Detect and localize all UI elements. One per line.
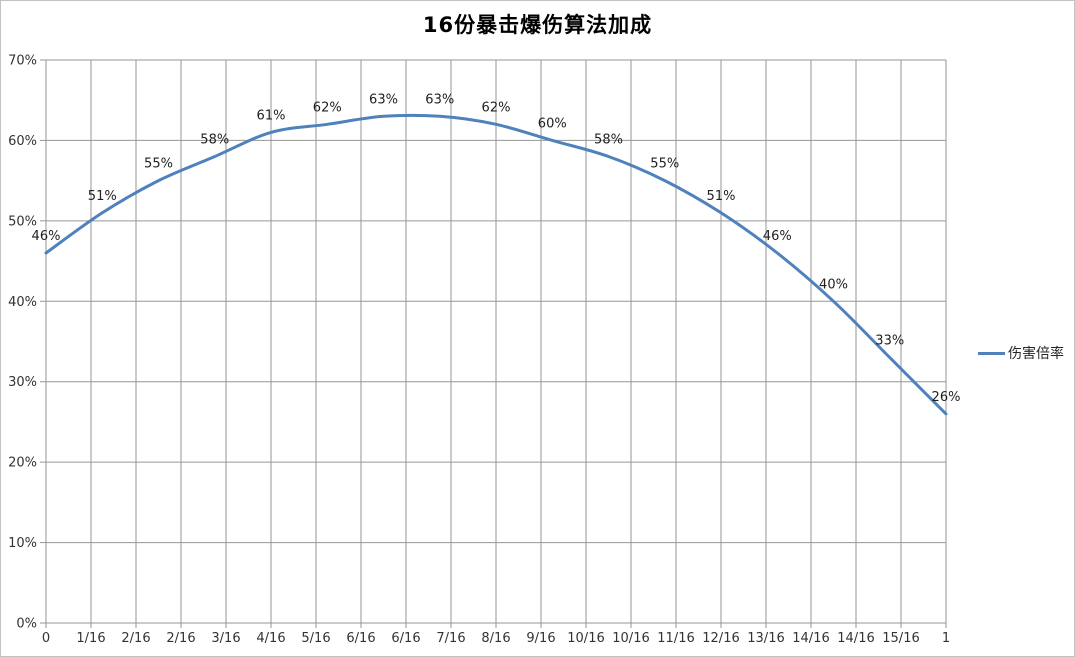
x-tick-label: 9/16 [526, 631, 555, 646]
x-tick-label: 13/16 [747, 631, 784, 646]
data-label: 55% [144, 157, 173, 172]
data-label: 51% [707, 189, 736, 204]
data-label: 58% [200, 133, 229, 148]
x-tick-label: 10/16 [612, 631, 649, 646]
x-tick-label: 11/16 [657, 631, 694, 646]
data-label: 61% [257, 108, 286, 123]
x-tick-label: 4/16 [256, 631, 285, 646]
data-label: 63% [369, 92, 398, 107]
x-tick-label: 12/16 [702, 631, 739, 646]
data-label: 40% [819, 277, 848, 292]
data-label: 26% [932, 390, 961, 405]
data-label: 33% [875, 334, 904, 349]
legend: 伤害倍率 [978, 343, 1064, 363]
x-tick-label: 2/16 [121, 631, 150, 646]
legend-line-sample [978, 351, 1005, 355]
data-label: 60% [538, 116, 567, 131]
y-tick-label: 30% [8, 375, 37, 390]
x-tick-label: 3/16 [211, 631, 240, 646]
x-tick-label: 0 [42, 631, 50, 646]
x-tick-label: 14/16 [792, 631, 829, 646]
y-tick-label: 10% [8, 536, 37, 551]
x-tick-label: 14/16 [837, 631, 874, 646]
x-tick-label: 5/16 [301, 631, 330, 646]
y-tick-label: 50% [8, 214, 37, 229]
chart-title: 16份暴击爆伤算法加成 [422, 13, 653, 37]
data-label: 62% [482, 100, 511, 115]
x-tick-label: 6/16 [391, 631, 420, 646]
x-tick-label: 15/16 [882, 631, 919, 646]
x-tick-label: 10/16 [567, 631, 604, 646]
data-label: 63% [425, 92, 454, 107]
legend-label: 伤害倍率 [1008, 346, 1064, 362]
y-tick-label: 0% [16, 617, 37, 632]
data-label: 55% [650, 157, 679, 172]
data-label: 46% [32, 229, 61, 244]
x-tick-label: 2/16 [166, 631, 195, 646]
y-tick-label: 60% [8, 134, 37, 149]
data-label: 62% [313, 100, 342, 115]
data-label: 46% [763, 229, 792, 244]
y-tick-label: 70% [8, 54, 37, 69]
series-line [44, 113, 948, 416]
y-tick-label: 20% [8, 456, 37, 471]
x-tick-label: 7/16 [436, 631, 465, 646]
x-tick-label: 8/16 [481, 631, 510, 646]
x-tick-label: 1 [942, 631, 950, 646]
data-label: 58% [594, 133, 623, 148]
data-label: 51% [88, 189, 117, 204]
x-tick-label: 6/16 [346, 631, 375, 646]
y-tick-label: 40% [8, 295, 37, 310]
x-tick-label: 1/16 [76, 631, 105, 646]
